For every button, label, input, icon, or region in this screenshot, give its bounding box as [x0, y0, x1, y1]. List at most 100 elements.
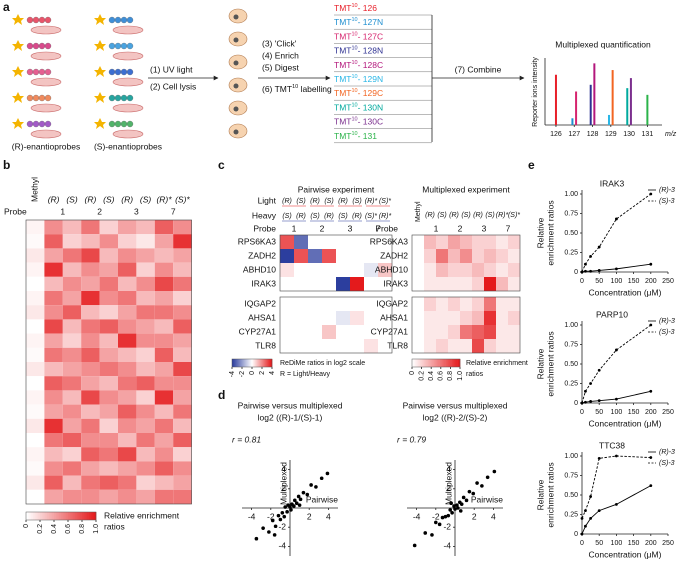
- heatmap-cell: [350, 297, 364, 311]
- colorbar-step: [427, 359, 430, 367]
- heatmap-cell: [44, 305, 63, 320]
- heatmap-cell: [154, 475, 174, 490]
- bar: [611, 70, 614, 125]
- scatter-point: [298, 497, 303, 502]
- heatmap-cell: [378, 311, 392, 325]
- colorbar-step: [62, 512, 65, 520]
- heatmap-cell: [154, 489, 174, 504]
- x-axis-label: Pairwise: [306, 494, 338, 504]
- panel-label: e: [528, 158, 535, 172]
- legend-label: (R)-3: [659, 187, 675, 194]
- x-tick-label: 126: [550, 131, 562, 138]
- heatmap-cell: [99, 447, 118, 462]
- heatmap-cell: [44, 362, 63, 377]
- heatmap-cell: [136, 362, 155, 377]
- x-axis-label: Concentration (μM): [589, 287, 662, 297]
- heatmap-cell: [308, 277, 322, 291]
- heatmap-cell: [62, 433, 82, 448]
- probe-number: 2: [97, 206, 102, 216]
- data-point: [615, 348, 618, 352]
- heatmap-cell: [508, 325, 520, 339]
- bar: [575, 91, 578, 125]
- x-tick-label: 50: [595, 278, 603, 285]
- step-text: (1) UV light: [150, 64, 193, 74]
- scatter-point: [453, 507, 457, 511]
- probe-number: 1: [434, 223, 439, 233]
- heatmap-cell: [436, 311, 448, 325]
- heatmap-cell: [118, 347, 137, 362]
- column-label: (S)*: [175, 194, 190, 204]
- colorbar-tick-label: -4: [229, 371, 236, 377]
- tmt-channel: - 127C: [358, 32, 384, 42]
- heatmap-cell: [44, 489, 63, 504]
- probe-bead: [44, 94, 52, 102]
- heatmap-cell: [62, 276, 82, 291]
- heatmap-cell: [118, 447, 137, 462]
- heatmap-cell: [99, 234, 118, 249]
- colorbar-step: [242, 359, 244, 367]
- scatter-point: [437, 522, 442, 527]
- heatmap-cell: [322, 297, 336, 311]
- row-label: Light: [258, 195, 277, 205]
- dish: [30, 77, 62, 87]
- y-tick-label: 0.50: [564, 361, 578, 368]
- heatmap-cell: [424, 339, 436, 353]
- heatmap-cell: [62, 220, 82, 235]
- probe-bead: [114, 120, 122, 128]
- colorbar-step: [236, 359, 238, 367]
- heatmap-cell: [424, 263, 436, 277]
- colorbar-step: [94, 512, 97, 520]
- x-tick-label: 150: [628, 278, 640, 285]
- heatmap-cell: [472, 277, 484, 291]
- y-tick-label: 0.25: [564, 511, 578, 518]
- heatmap-cell: [62, 248, 82, 263]
- heatmap-cell: [62, 319, 82, 334]
- data-point: [597, 368, 601, 372]
- probe-bead: [26, 68, 34, 76]
- heatmap-cell: [412, 311, 424, 325]
- heatmap-cell: [280, 339, 294, 353]
- heatmap-cell: [364, 249, 378, 263]
- tmt-base: TMT: [334, 17, 351, 27]
- colorbar-step: [34, 512, 37, 520]
- column-label: Methyl: [29, 177, 39, 202]
- heatmap-cell: [350, 311, 364, 325]
- gene-label: ABHD10: [375, 264, 408, 274]
- dish: [30, 51, 62, 61]
- heatmap-cell: [460, 339, 472, 353]
- scatter-point: [283, 505, 288, 509]
- x-tick-label: 150: [628, 409, 640, 416]
- heatmap-cell: [26, 390, 45, 405]
- heatmap-cell: [154, 333, 174, 348]
- bar: [554, 74, 557, 125]
- heatmap-cell: [484, 277, 496, 291]
- heatmap-cell: [81, 347, 100, 362]
- step-text: (2) Cell lysis: [150, 81, 196, 91]
- colorbar-step: [436, 359, 438, 367]
- colorbar-label: R = Light/Heavy: [280, 371, 330, 378]
- heatmap-frame: [279, 296, 393, 354]
- data-point: [580, 517, 584, 520]
- heatmap-cell: [81, 291, 100, 306]
- x-unit: m/z: [665, 131, 677, 138]
- scatter-point: [288, 505, 292, 509]
- heatmap-cell: [460, 235, 472, 249]
- probe-bead: [38, 94, 46, 102]
- photo-group: [94, 40, 106, 51]
- scatter-point: [267, 530, 271, 534]
- colorbar-step: [238, 359, 240, 367]
- heatmap-cell: [173, 362, 192, 377]
- gene-label: RPS6KA3: [238, 236, 277, 246]
- heatmap-cell: [81, 262, 100, 277]
- scatter-point: [305, 492, 310, 497]
- gene-label: CYP27A1: [371, 326, 409, 336]
- colorbar-tick-label: 0.6: [65, 524, 72, 534]
- heatmap-frame: [411, 234, 521, 292]
- colorbar-step: [270, 359, 272, 367]
- heatmap-cell: [99, 461, 118, 476]
- heatmap-cell: [99, 276, 118, 291]
- scatter-point: [325, 471, 330, 476]
- probe-bead: [108, 94, 116, 102]
- photo-group: [12, 40, 24, 51]
- data-point: [615, 502, 618, 506]
